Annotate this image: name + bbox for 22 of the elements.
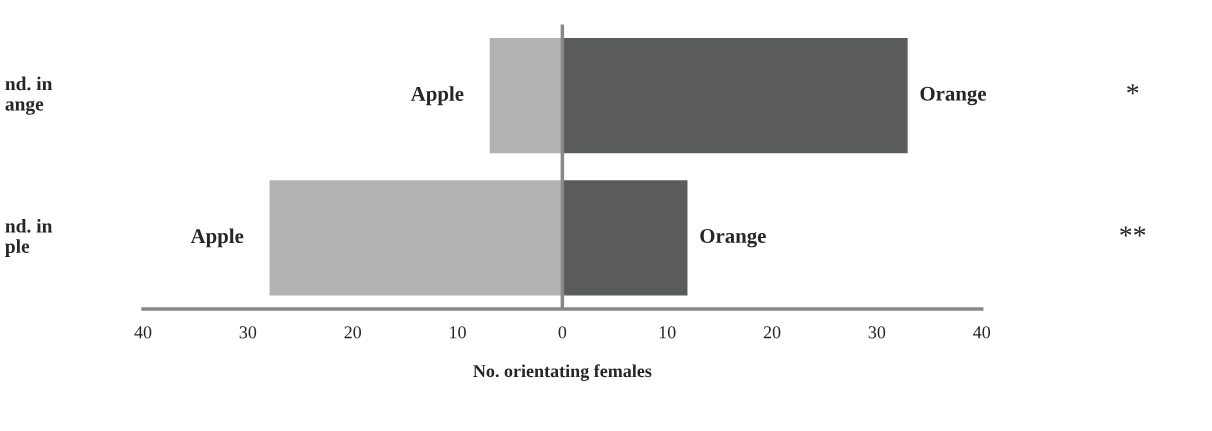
x-tick-label: 30 [868, 326, 886, 339]
bar [268, 178, 564, 297]
x-tick-label: 20 [344, 326, 362, 339]
y-tick-label: nd. in ange [5, 76, 53, 115]
text: Orange [700, 228, 766, 248]
bar [561, 36, 910, 155]
x-tick-label: 10 [450, 326, 466, 339]
x-tick-label: 40 [973, 326, 991, 339]
series-label: Orange [920, 86, 987, 106]
x-tick-label: 40 [134, 326, 152, 339]
bar [488, 36, 564, 155]
x-axis-title: No. orientating females [473, 364, 652, 381]
x-tick-label: 30 [239, 326, 257, 339]
text: ** [1120, 226, 1146, 237]
text: * [1127, 84, 1139, 95]
y-tick-label: nd. in ple [5, 218, 53, 257]
x-tick-label: 0 [558, 326, 567, 339]
bar [561, 178, 689, 297]
x-tick-label: 10 [659, 326, 676, 339]
text: Apple [410, 86, 464, 106]
series-label: Apple [190, 228, 244, 248]
x-tick-label: 20 [763, 326, 781, 339]
